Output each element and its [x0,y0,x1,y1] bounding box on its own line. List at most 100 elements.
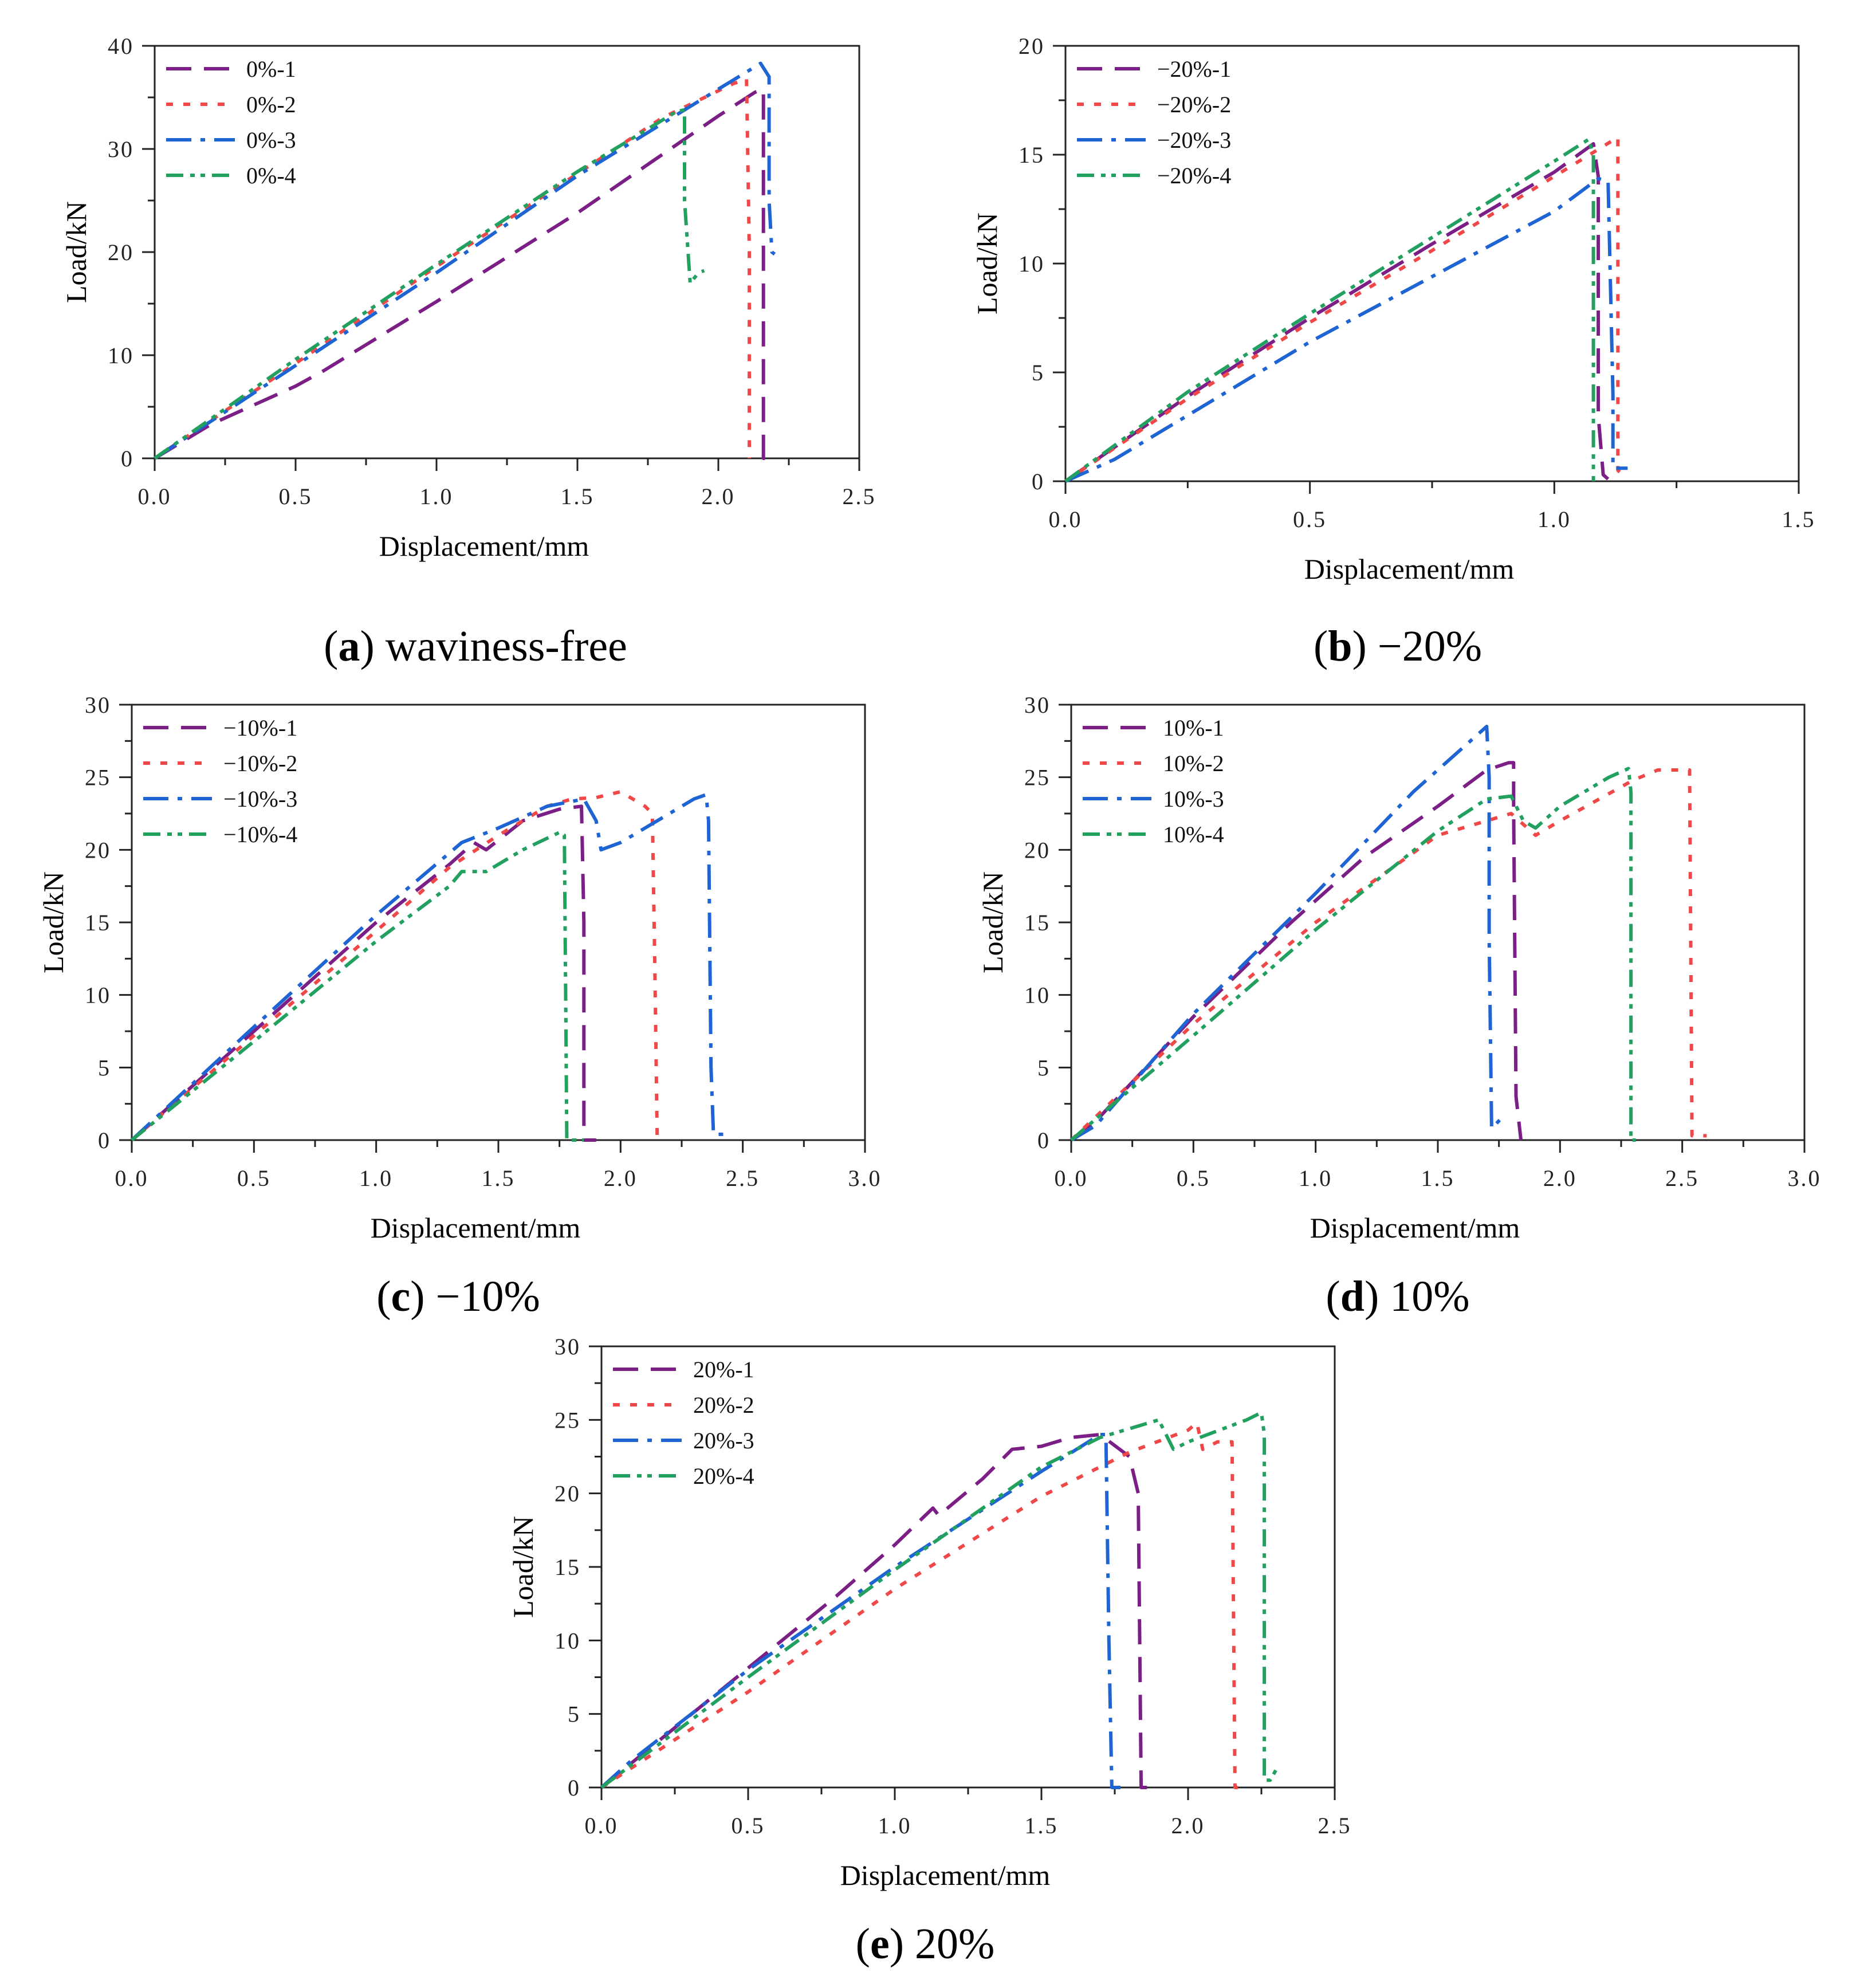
legend-label-2: 20%-2 [693,1392,754,1418]
chart-panel-e: 0.0 0.5 1.0 1.5 2.0 2.5 0 5 10 15 20 25 30 Displaceme… [493,1334,1363,1914]
plot-frame [1064,45,1800,482]
x-tick-label: 1.0 [878,1813,912,1838]
legend-label-1: −20%-1 [1157,56,1231,82]
series-line-1 [600,1433,1147,1789]
x-tick-label: 2.0 [702,484,736,509]
x-tick-label: 0.5 [732,1813,765,1838]
y-tick-label: 15 [1024,910,1051,936]
series-line-2 [154,77,752,460]
y-tick-label: 25 [85,765,111,791]
legend-label-4: 20%-4 [693,1463,754,1489]
plot-frame [154,45,860,459]
legend-label-2: 10%-2 [1163,751,1224,776]
x-tick-label: 1.5 [1025,1813,1059,1838]
y-tick-label: 5 [1037,1055,1051,1081]
y-tick-label: 40 [108,33,134,59]
x-tick-label: 0.5 [1293,506,1327,532]
series-line-1 [154,87,769,460]
caption-b: (b) −20% [1313,622,1483,670]
series-line-3 [600,1433,1121,1789]
legend-label-3: −10%-3 [223,786,297,812]
x-tick-label: 1.5 [482,1165,516,1191]
x-axis-label: Displacement/mm [379,530,589,562]
x-tick-label: 0.0 [138,484,172,509]
legend-label-3: 20%-3 [693,1428,754,1453]
y-axis-label: Load/kN [971,213,1003,315]
caption-c: (c) −10% [376,1272,540,1321]
legend-label-2: −10%-2 [223,751,297,776]
legend-label-2: −20%-2 [1157,92,1231,117]
y-axis-label: Load/kN [37,871,69,973]
chart-svg-d: 0.0 0.5 1.0 1.5 2.0 2.5 3.0 0 5 10 15 20 25 30 Displac… [977,692,1822,1244]
legend-label-1: 10%-1 [1163,715,1224,741]
legend-label-3: 0%-3 [246,127,296,153]
x-axis-label: Displacement/mm [371,1212,581,1244]
x-tick-label: 0.0 [1055,1165,1088,1191]
series-line-1 [131,804,596,1142]
x-tick-label: 1.0 [420,484,454,509]
y-tick-label: 15 [555,1554,581,1580]
x-tick-label: 2.0 [604,1165,638,1191]
chart-svg-b: 0.0 0.5 1.0 1.5 0 5 10 15 20 Displacement/mm Load/… [971,33,1816,585]
x-tick-label: 2.0 [1543,1165,1577,1191]
y-tick-label: 25 [1024,765,1051,791]
x-tick-label: 0.5 [237,1165,271,1191]
caption-e: (e) 20% [855,1920,995,1968]
chart-panel-c: 0.0 0.5 1.0 1.5 2.0 2.5 3.0 0 5 10 15 20 25 30 Displac… [23,682,894,1301]
y-tick-label: 20 [555,1481,581,1507]
x-tick-label: 3.0 [848,1165,882,1191]
legend-label-4: −20%-4 [1157,163,1231,188]
series-line-3 [154,61,776,460]
x-tick-label: 1.0 [1538,506,1571,532]
x-tick-label: 1.5 [561,484,595,509]
chart-svg-a: 0.0 0.5 1.0 1.5 2.0 2.5 0 10 20 30 40 Displacement/… [60,33,875,562]
x-tick-label: 3.0 [1788,1165,1822,1191]
x-tick-label: 2.5 [1318,1813,1352,1838]
x-tick-label: 1.0 [1299,1165,1332,1191]
caption-a: (a) waviness-free [324,622,627,670]
y-tick-label: 30 [1024,692,1051,718]
y-axis-label: Load/kN [977,871,1009,973]
caption-d: (d) 10% [1326,1272,1470,1321]
y-tick-label: 30 [85,692,111,718]
y-tick-label: 20 [1019,33,1045,59]
legend-label-1: 0%-1 [246,56,296,82]
y-tick-label: 0 [568,1775,581,1801]
x-tick-label: 0.5 [279,484,313,509]
legend-label-1: 20%-1 [693,1357,754,1382]
x-axis-label: Displacement/mm [1304,553,1515,585]
series-line-2 [1064,135,1624,483]
x-tick-label: 1.5 [1782,506,1816,532]
y-tick-label: 15 [85,910,111,936]
legend-label-3: −20%-3 [1157,127,1231,153]
x-tick-label: 0.5 [1177,1165,1210,1191]
x-tick-label: 0.0 [1049,506,1083,532]
series-line-4 [600,1411,1278,1789]
y-tick-label: 20 [85,837,111,863]
chart-panel-a: 0.0 0.5 1.0 1.5 2.0 2.5 0 10 20 30 40 Displacement/… [23,23,894,642]
series-line-4 [154,108,705,460]
y-tick-label: 0 [1032,469,1045,494]
y-tick-label: 25 [555,1407,581,1433]
y-tick-label: 30 [555,1334,581,1360]
x-tick-label: 0.0 [115,1165,149,1191]
legend-label-3: 10%-3 [1163,786,1224,812]
y-tick-label: 0 [1037,1127,1051,1153]
y-tick-label: 15 [1019,142,1045,168]
chart-svg-e: 0.0 0.5 1.0 1.5 2.0 2.5 0 5 10 15 20 25 30 Displaceme… [507,1334,1352,1891]
legend-label-4: −10%-4 [223,822,297,847]
legend-label-4: 0%-4 [246,163,296,188]
series-line-3 [1070,725,1503,1142]
x-tick-label: 0.0 [585,1813,619,1838]
y-tick-label: 10 [1019,251,1045,277]
y-tick-label: 5 [98,1055,111,1081]
y-tick-label: 10 [555,1628,581,1653]
x-tick-label: 1.0 [359,1165,393,1191]
y-tick-label: 20 [1024,837,1051,863]
y-tick-label: 0 [98,1127,111,1153]
chart-panel-d: 0.0 0.5 1.0 1.5 2.0 2.5 3.0 0 5 10 15 20 25 30 Displac… [951,682,1833,1301]
series-line-4 [1064,137,1595,483]
y-tick-label: 0 [121,446,134,472]
legend-label-4: 10%-4 [1163,822,1224,847]
series-line-1 [1064,142,1610,483]
